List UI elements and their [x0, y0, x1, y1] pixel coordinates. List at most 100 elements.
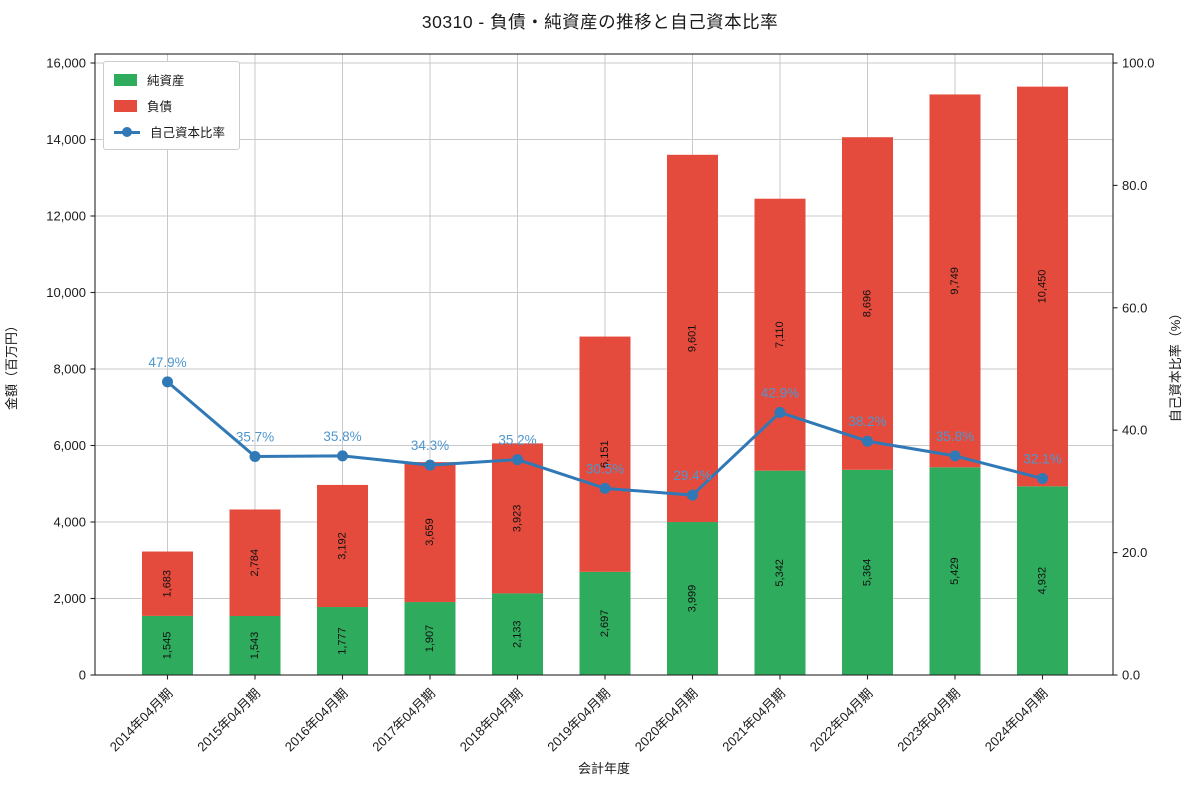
line-marker [1037, 473, 1048, 485]
right-tick-label: 0.0 [1122, 668, 1140, 683]
bar-value-label: 7,110 [774, 321, 786, 348]
bar-value-label: 3,659 [424, 518, 436, 546]
bar-segment-liabilities [579, 336, 631, 572]
legend: 純資産負債自己資本比率 [103, 61, 241, 150]
bar-value-label: 3,923 [512, 505, 524, 533]
legend-label-net-assets: 純資産 [147, 74, 185, 88]
bar-value-label: 3,192 [337, 532, 349, 560]
percent-label: 35.8% [936, 429, 974, 444]
line-marker [949, 450, 961, 462]
bar-value-label: 5,364 [862, 559, 874, 587]
x-tick-label: 2022年04月期 [807, 686, 876, 755]
percent-label: 35.7% [236, 430, 274, 445]
bar-value-label: 9,749 [949, 267, 961, 295]
bar-segment-net-assets [754, 470, 806, 675]
plot-border [94, 53, 1114, 676]
bar-value-label: 2,697 [599, 610, 611, 638]
bar-segment-liabilities [842, 137, 893, 470]
x-tick-label: 2016年04月期 [282, 686, 351, 755]
right-tick-label: 60.0 [1122, 300, 1147, 315]
left-tick-label: 16,000 [46, 56, 86, 71]
right-y-axis-label: 自己資本比率（%） [1168, 307, 1183, 423]
bar-value-label: 1,543 [249, 632, 261, 660]
equity-ratio-line: 47.9% 35.7% 35.8% 34.3% 35.2% 30.5% 29.4% 42.9%… [148, 355, 1062, 501]
chart-title: 30310 - 負債・純資産の推移と自己資本比率 [421, 12, 779, 32]
legend-swatch-net-assets [114, 73, 137, 86]
bar-segment-net-assets [142, 615, 193, 675]
bar-segment-liabilities [229, 509, 281, 616]
left-tick-label: 0 [79, 668, 86, 683]
x-tick-label: 2018年04月期 [457, 686, 526, 755]
bar-segment-liabilities [317, 484, 368, 608]
bar-value-label: 5,429 [949, 557, 961, 585]
legend-item-liabilities: 負債 [114, 96, 225, 115]
line-marker [862, 435, 873, 447]
bar-segment-net-assets [229, 615, 281, 675]
bar-segment-liabilities [929, 94, 981, 468]
line-marker [687, 489, 698, 501]
line-marker [162, 376, 173, 388]
bar-value-label: 10,450 [1037, 270, 1049, 304]
x-tick-label: 2024年04月期 [982, 686, 1051, 755]
line-marker [337, 450, 348, 462]
right-tick-label: 80.0 [1122, 178, 1147, 193]
x-tick-label: 2019年04月期 [544, 686, 613, 755]
bar-segment-net-assets [317, 607, 368, 675]
bar-segment-net-assets [404, 602, 456, 675]
x-tick-label: 2021年04月期 [719, 686, 788, 755]
bar-value-label: 4,932 [1037, 567, 1049, 595]
percent-label: 34.3% [411, 438, 449, 453]
bar-value-label: 1,777 [337, 627, 349, 655]
left-tick-label: 12,000 [46, 209, 86, 224]
right-tick-label: 100.0 [1122, 56, 1155, 71]
legend-item-net-assets: 純資産 [114, 70, 225, 89]
percent-label: 42.9% [761, 385, 799, 400]
bar-segment-liabilities [492, 443, 543, 594]
bar-segment-net-assets [842, 469, 893, 675]
x-tick-label: 2017年04月期 [369, 686, 438, 755]
left-tick-label: 2,000 [53, 591, 86, 606]
x-tick-label: 2014年04月期 [107, 686, 176, 755]
bar-segment-liabilities [754, 198, 806, 471]
bar-value-label: 6,151 [599, 440, 611, 468]
bar-value-label: 5,342 [774, 559, 786, 587]
bar-segment-net-assets [667, 522, 718, 675]
bar-segment-liabilities [404, 462, 456, 603]
percent-label: 35.2% [498, 433, 536, 448]
bar-segment-net-assets [492, 593, 543, 675]
line-marker [774, 406, 786, 418]
legend-label-liabilities: 負債 [147, 100, 173, 114]
bar-segment-liabilities [1017, 86, 1068, 487]
line-marker [424, 459, 436, 471]
right-tick-label: 40.0 [1122, 423, 1147, 438]
left-tick-label: 6,000 [53, 438, 86, 453]
legend-item-equity-ratio: 自己資本比率 [114, 122, 225, 141]
bar-value-label: 1,545 [162, 632, 174, 660]
x-tick-label: 2023年04月期 [894, 686, 963, 755]
line-marker [249, 451, 261, 463]
left-tick-label: 8,000 [53, 362, 86, 377]
x-axis-label: 会計年度 [578, 761, 630, 776]
percent-label: 29.4% [673, 468, 711, 483]
bar-value-label: 3,999 [687, 585, 699, 613]
bar-value-label: 8,696 [862, 290, 874, 318]
line-marker [599, 482, 611, 494]
left-y-axis-label: 金額（百万円） [4, 319, 19, 410]
percent-label: 30.5% [586, 461, 624, 476]
percent-label: 47.9% [148, 355, 186, 370]
bar-segment-net-assets [929, 467, 981, 675]
bar-value-label: 1,907 [424, 625, 436, 653]
x-tick-label: 2015年04月期 [194, 686, 263, 755]
legend-swatch-liabilities [114, 99, 137, 112]
percent-label: 32.1% [1023, 452, 1061, 467]
bars-group: 1,545 1,683 1,543 2,784 1,777 3,192 1,907 3,659… [142, 86, 1068, 675]
bar-segment-liabilities [142, 551, 193, 616]
bar-segment-liabilities [667, 154, 718, 523]
bar-value-label: 2,784 [249, 549, 261, 577]
x-tick-label: 2020年04月期 [632, 686, 701, 755]
bar-value-label: 9,601 [687, 325, 699, 353]
percent-label: 38.2% [848, 414, 886, 429]
legend-label-equity-ratio: 自己資本比率 [150, 126, 226, 140]
bar-segment-net-assets [1017, 486, 1068, 675]
